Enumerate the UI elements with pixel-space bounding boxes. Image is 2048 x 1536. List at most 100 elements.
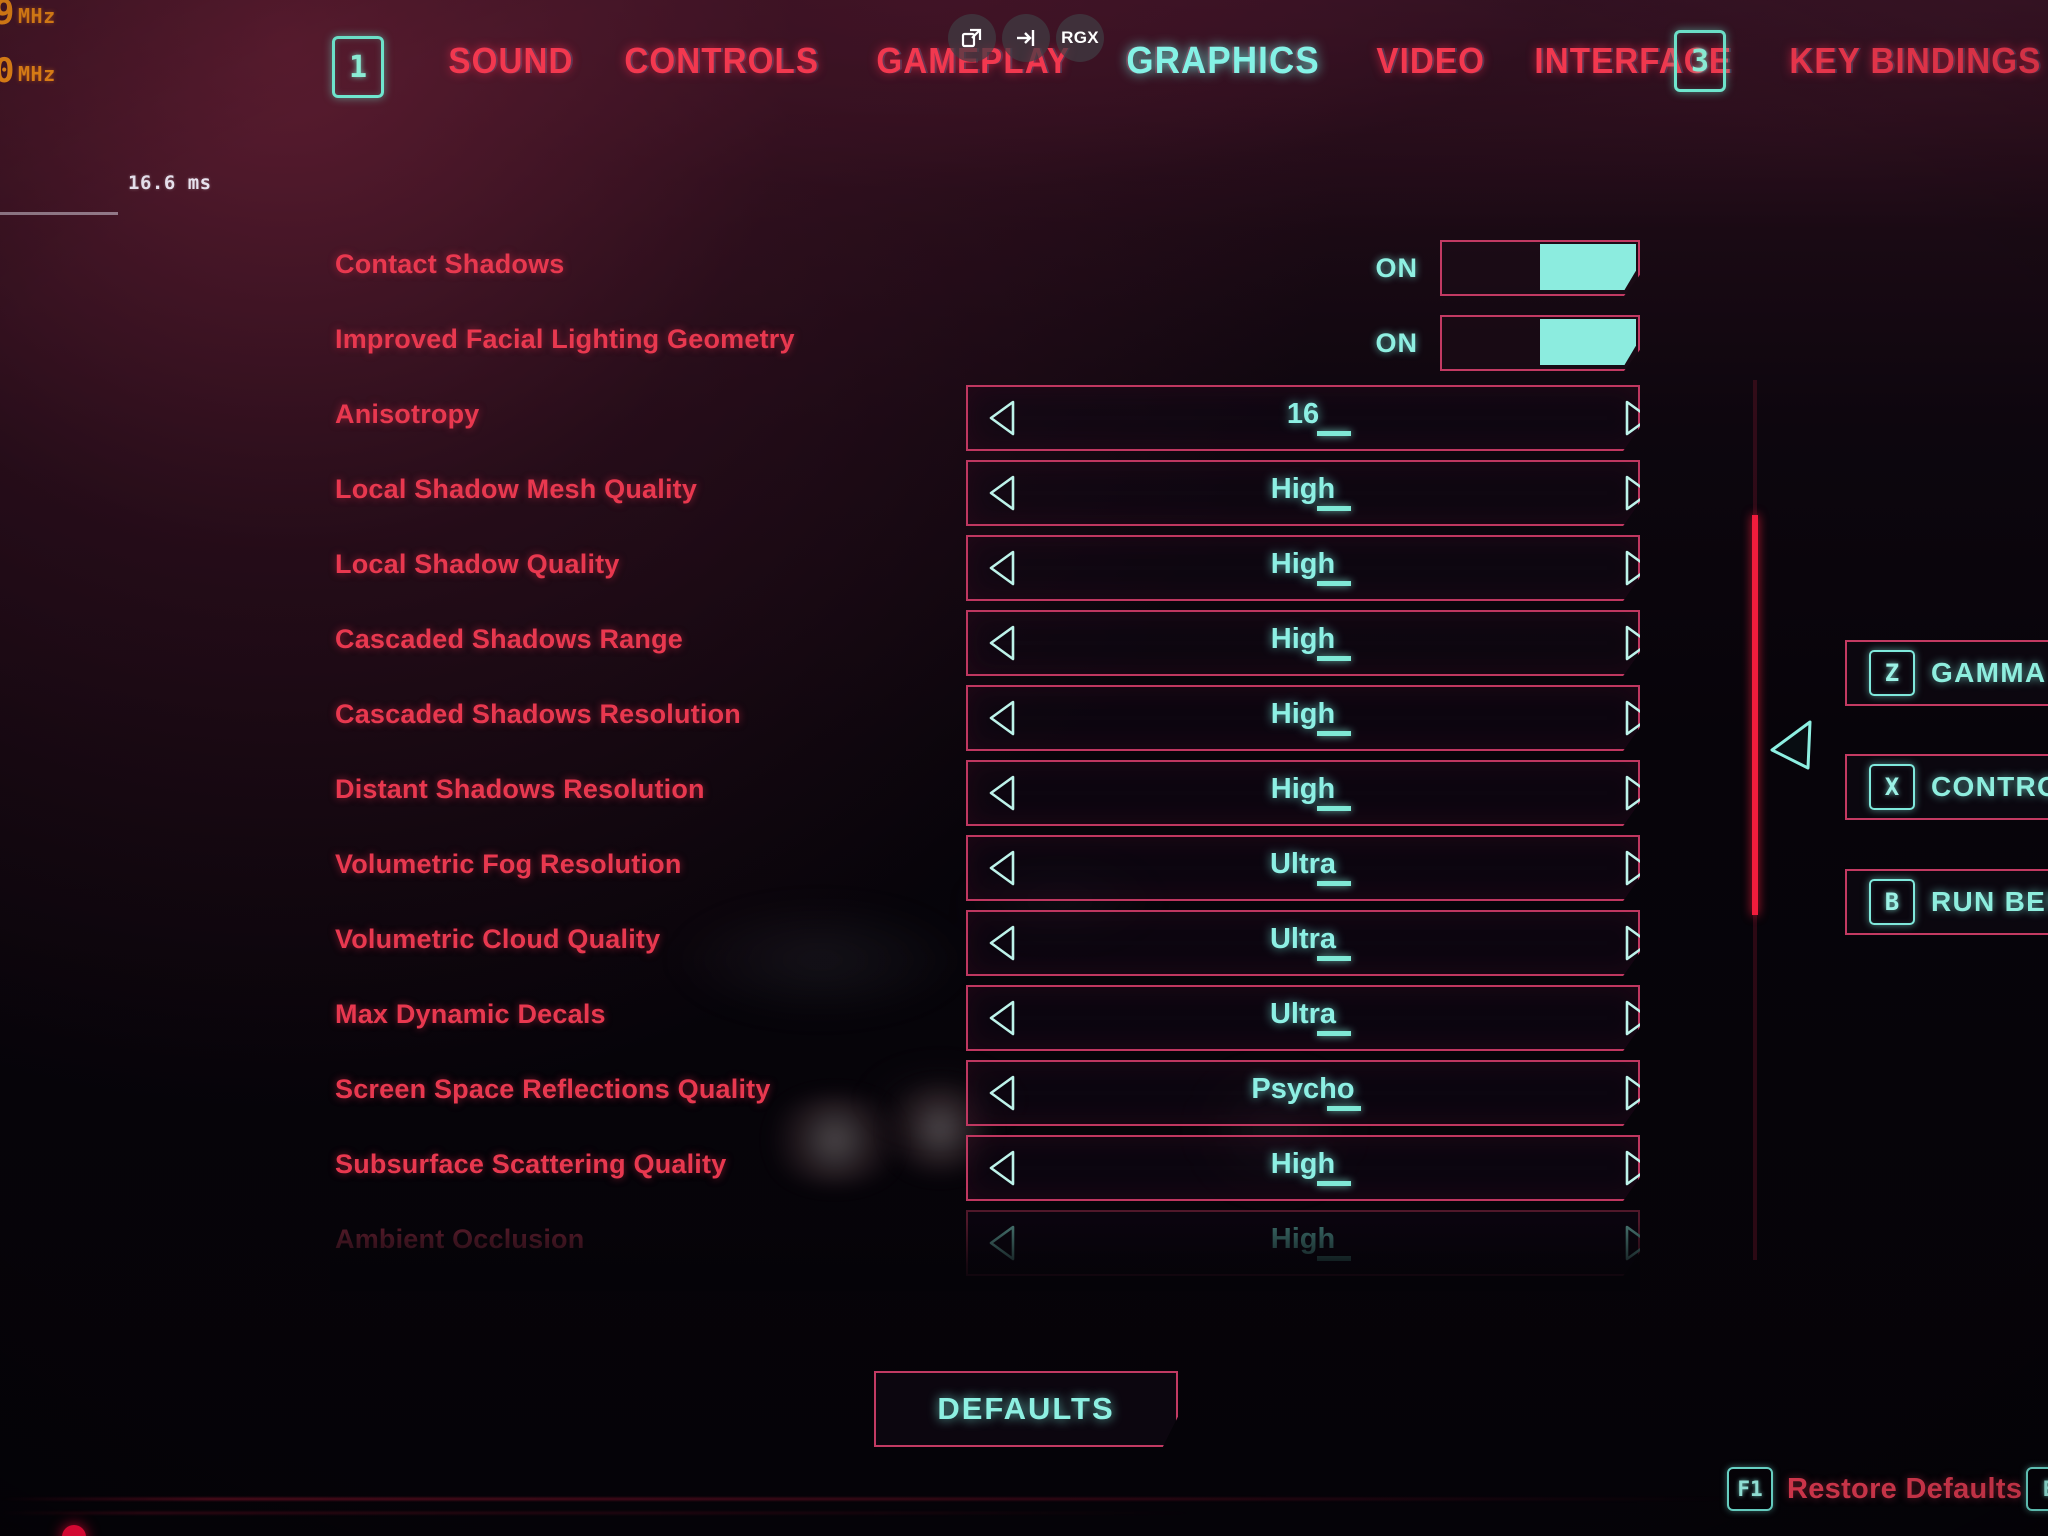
stepper-position-tick [1317,1181,1351,1186]
hint-label: Restore Defaults [1787,1472,2023,1505]
setting-label: Contact Shadows [335,249,565,279]
graphics-settings-list: Contact Shadows ON Improved Facial Light… [330,235,1640,1291]
stepper-position-tick [1317,731,1351,736]
stepper-position-tick [1327,1106,1361,1111]
setting-row-contact-shadows[interactable]: Contact Shadows ON [330,235,1640,310]
stepper-position-tick [1317,1031,1351,1036]
stepper-position-tick [1317,656,1351,661]
stepper-value: High [1270,473,1336,505]
setting-row-anisotropy[interactable]: Anisotropy 16 [330,385,1640,460]
stepper-position-tick [1317,956,1351,961]
tab-controls[interactable]: CONTROLS [624,40,820,81]
setting-label: Max Dynamic Decals [335,999,606,1029]
stepper-value: High [1270,1148,1336,1180]
stepper-control[interactable]: High [966,610,1640,676]
key-prompt-gamma[interactable]: Z GAMMA C [1845,640,2048,706]
setting-row-subsurface-scattering-quality[interactable]: Subsurface Scattering Quality High [330,1135,1640,1210]
setting-row-volumetric-fog-resolution[interactable]: Volumetric Fog Resolution Ultra [330,835,1640,910]
overlay-button-group: RGX [948,14,1104,62]
setting-label: Volumetric Fog Resolution [335,849,682,879]
setting-row-screen-space-reflections-quality[interactable]: Screen Space Reflections Quality Psycho [330,1060,1640,1135]
key-prompt-label: CONTROL [1931,771,2048,802]
setting-label: Cascaded Shadows Resolution [335,699,741,729]
mouse-cursor [1768,718,1820,793]
setting-row-ambient-occlusion[interactable]: Ambient Occlusion High [330,1210,1640,1285]
tab-list: SOUND CONTROLS GAMEPLAY GRAPHICS VIDEO I… [430,40,2048,83]
stepper-value: High [1270,773,1336,805]
setting-label: Subsurface Scattering Quality [335,1149,727,1179]
stepper-control[interactable]: Ultra [966,835,1640,901]
scrollbar-thumb[interactable] [1752,515,1758,915]
settings-tab-bar: 1 SOUND CONTROLS GAMEPLAY GRAPHICS VIDEO… [0,0,2048,120]
osd-frametime: 16.6 ms [128,172,212,194]
popout-icon[interactable] [948,14,996,62]
hint-restore-defaults[interactable]: F1 Restore Defaults [1727,1467,2022,1511]
stepper-position-tick [1317,581,1351,586]
setting-label: Anisotropy [335,399,480,429]
tab-graphics[interactable]: GRAPHICS [1126,40,1320,82]
stepper-value: High [1270,548,1336,580]
stepper-value: Ultra [1269,998,1337,1030]
stepper-control[interactable]: 16 [966,385,1640,451]
stepper-control[interactable]: Psycho [966,1060,1640,1126]
setting-label: Screen Space Reflections Quality [335,1074,771,1104]
nav-prev-page-badge[interactable]: 1 [332,36,384,98]
key-cap: Z [1869,650,1915,696]
setting-row-improved-facial-lighting-geometry[interactable]: Improved Facial Lighting Geometry ON [330,310,1640,385]
defaults-button[interactable]: DEFAULTS [874,1371,1178,1447]
tab-video[interactable]: VIDEO [1376,40,1486,81]
tab-key-bindings[interactable]: KEY BINDINGS [1789,40,2042,81]
key-cap: F1 [1727,1467,1773,1511]
nav-next-page-badge[interactable]: 3 [1674,30,1726,92]
key-prompt-label: RUN BEN [1931,886,2048,917]
osd-graph-baseline [0,212,118,215]
key-prompt-controller[interactable]: X CONTROL [1845,754,2048,820]
stepper-value: 16 [1286,398,1320,430]
setting-row-volumetric-cloud-quality[interactable]: Volumetric Cloud Quality Ultra [330,910,1640,985]
key-cap: X [1869,764,1915,810]
tab-sound[interactable]: SOUND [448,40,574,81]
stepper-position-tick [1317,506,1351,511]
setting-label: Distant Shadows Resolution [335,774,705,804]
stepper-control[interactable]: Ultra [966,985,1640,1051]
stepper-value: Psycho [1251,1073,1355,1105]
setting-label: Cascaded Shadows Range [335,624,684,654]
setting-label: Local Shadow Mesh Quality [335,474,698,504]
stepper-control[interactable]: High [966,460,1640,526]
toggle-state-label: ON [1375,252,1418,283]
stepper-position-tick [1317,806,1351,811]
key-cap: E [2026,1467,2048,1511]
toggle-state-label: ON [1375,327,1418,358]
light-streak-2 [0,1512,1200,1514]
toggle-control[interactable]: ON [1375,240,1640,296]
stepper-control[interactable]: High [966,1135,1640,1201]
setting-row-cascaded-shadows-range[interactable]: Cascaded Shadows Range High [330,610,1640,685]
toggle-control[interactable]: ON [1375,315,1640,371]
setting-label: Improved Facial Lighting Geometry [335,324,795,354]
setting-row-local-shadow-mesh-quality[interactable]: Local Shadow Mesh Quality High [330,460,1640,535]
stepper-control[interactable]: High [966,1210,1640,1276]
setting-row-max-dynamic-decals[interactable]: Max Dynamic Decals Ultra [330,985,1640,1060]
setting-row-local-shadow-quality[interactable]: Local Shadow Quality High [330,535,1640,610]
key-prompt-label: GAMMA C [1931,657,2048,688]
rgx-badge[interactable]: RGX [1056,14,1104,62]
setting-label: Ambient Occlusion [335,1224,585,1254]
key-prompt-benchmark[interactable]: B RUN BEN [1845,869,2048,935]
stepper-value: High [1270,1223,1336,1255]
stepper-control[interactable]: High [966,685,1640,751]
toggle-switch[interactable] [1440,240,1640,296]
setting-label: Volumetric Cloud Quality [335,924,661,954]
stepper-control[interactable]: High [966,760,1640,826]
enter-icon[interactable] [1002,14,1050,62]
stepper-value: Ultra [1269,923,1337,955]
toggle-switch[interactable] [1440,315,1640,371]
hint-secondary[interactable]: E [2026,1467,2048,1511]
setting-label: Local Shadow Quality [335,549,620,579]
stepper-control[interactable]: High [966,535,1640,601]
stepper-control[interactable]: Ultra [966,910,1640,976]
setting-row-cascaded-shadows-resolution[interactable]: Cascaded Shadows Resolution High [330,685,1640,760]
toggle-knob [1540,319,1636,365]
stepper-position-tick [1317,1256,1351,1261]
setting-row-distant-shadows-resolution[interactable]: Distant Shadows Resolution High [330,760,1640,835]
